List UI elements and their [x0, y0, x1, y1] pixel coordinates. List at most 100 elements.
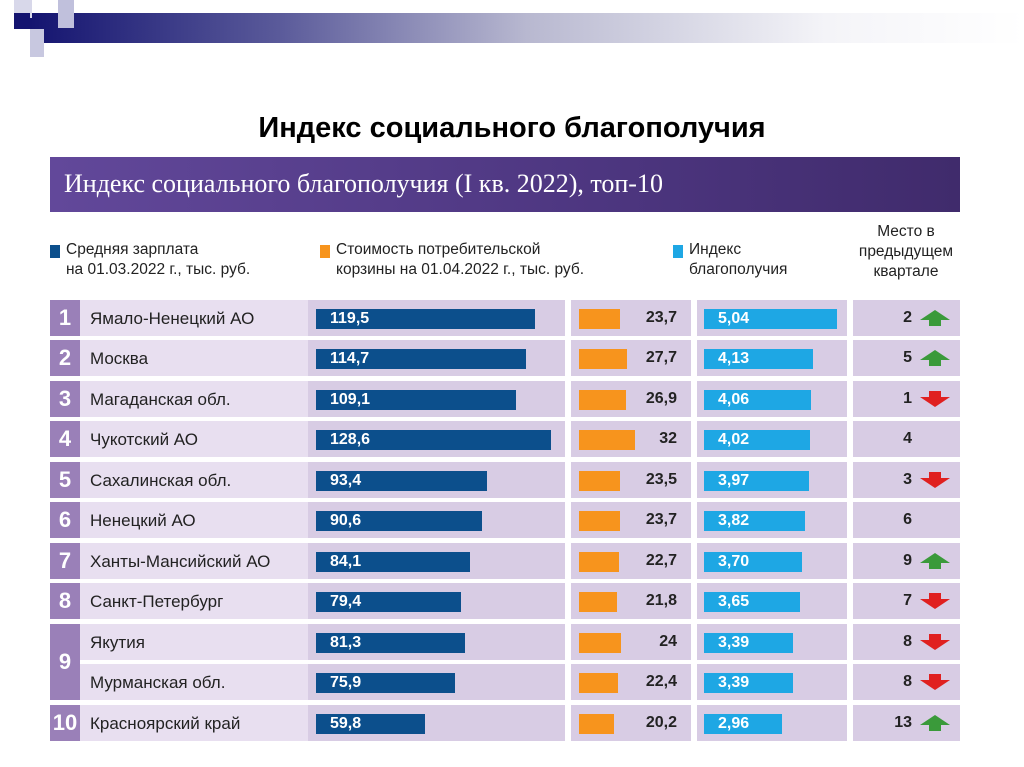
basket-bar — [579, 309, 621, 329]
arrow-up-icon — [920, 350, 950, 366]
rank-badge: 8 — [50, 583, 80, 619]
index-bar: 2,96 — [704, 714, 783, 734]
index-bar: 3,82 — [704, 511, 805, 531]
slide-header-decoration — [30, 13, 1024, 43]
rank-badge: 5 — [50, 462, 80, 498]
region-name: Мурманская обл. — [80, 664, 308, 700]
basket-cell: 23,5 — [571, 462, 691, 498]
basket-value: 20,2 — [645, 714, 677, 731]
legend-basket: Стоимость потребительской корзины на 01.… — [320, 240, 584, 280]
basket-value: 22,7 — [645, 552, 677, 569]
decor-square — [58, 0, 74, 28]
index-cell: 3,65 — [697, 583, 847, 619]
region-name: Ненецкий АО — [80, 502, 308, 538]
index-bar: 5,04 — [704, 309, 838, 329]
salary-cell: 84,1 — [308, 543, 565, 579]
legend-index: Индекс благополучия — [673, 240, 787, 280]
rank-badge: 10 — [50, 705, 80, 741]
salary-bar: 114,7 — [316, 349, 526, 369]
table-row: 5 Сахалинская обл. 93,4 23,5 3,97 3 — [50, 462, 960, 498]
prev-place-value: 8 — [903, 673, 912, 690]
basket-value: 21,8 — [645, 592, 677, 609]
table-row: 8 Санкт-Петербург 79,4 21,8 3,65 7 — [50, 583, 960, 619]
index-bar: 3,65 — [704, 592, 801, 612]
prev-place-cell: 1 — [853, 381, 960, 417]
prev-place-value: 2 — [903, 309, 912, 326]
salary-bar: 79,4 — [316, 592, 462, 612]
region-name: Якутия — [80, 624, 308, 660]
basket-bar — [579, 592, 618, 612]
basket-value: 22,4 — [645, 673, 677, 690]
arrow-down-icon — [920, 472, 950, 488]
region-name: Санкт-Петербург — [80, 583, 308, 619]
basket-value: 32 — [659, 430, 677, 447]
index-cell: 3,82 — [697, 502, 847, 538]
basket-cell: 24 — [571, 624, 691, 660]
arrow-down-icon — [920, 391, 950, 407]
table-row: 6 Ненецкий АО 90,6 23,7 3,82 6 — [50, 502, 960, 538]
basket-cell: 22,4 — [571, 664, 691, 700]
prev-place-value: 5 — [903, 349, 912, 366]
index-bar: 4,13 — [704, 349, 814, 369]
basket-bar — [579, 633, 621, 653]
salary-cell: 59,8 — [308, 705, 565, 741]
basket-bar — [579, 714, 615, 734]
legend-prev-place: Место в предыдущем квартале — [858, 223, 954, 280]
rank-badge: 4 — [50, 421, 80, 457]
salary-cell: 79,4 — [308, 583, 565, 619]
index-cell: 3,70 — [697, 543, 847, 579]
region-name: Магаданская обл. — [80, 381, 308, 417]
basket-cell: 26,9 — [571, 381, 691, 417]
region-name: Сахалинская обл. — [80, 462, 308, 498]
basket-value: 23,7 — [645, 309, 677, 326]
salary-cell: 75,9 — [308, 664, 565, 700]
region-name: Чукотский АО — [80, 421, 308, 457]
decor-square — [14, 13, 30, 29]
basket-bar — [579, 471, 621, 491]
arrow-up-icon — [920, 715, 950, 731]
prev-place-cell: 8 — [853, 664, 960, 700]
prev-place-cell: 13 — [853, 705, 960, 741]
basket-cell: 32 — [571, 421, 691, 457]
prev-place-value: 7 — [903, 592, 912, 609]
table-row: 3 Магаданская обл. 109,1 26,9 4,06 1 — [50, 381, 960, 417]
salary-bar: 84,1 — [316, 552, 470, 572]
salary-bar: 75,9 — [316, 673, 455, 693]
basket-cell: 23,7 — [571, 300, 691, 336]
arrow-down-icon — [920, 634, 950, 650]
salary-cell: 114,7 — [308, 340, 565, 376]
index-bar: 3,39 — [704, 673, 794, 693]
table-row: 4 Чукотский АО 128,6 32 4,02 4 — [50, 421, 960, 457]
index-bar: 4,02 — [704, 430, 811, 450]
region-name: Красноярский край — [80, 705, 308, 741]
basket-bar — [579, 430, 635, 450]
region-name: Ханты-Мансийский АО — [80, 543, 308, 579]
prev-place-value: 3 — [903, 471, 912, 488]
salary-bar: 128,6 — [316, 430, 552, 450]
index-cell: 5,04 — [697, 300, 847, 336]
salary-cell: 109,1 — [308, 381, 565, 417]
index-cell: 4,02 — [697, 421, 847, 457]
basket-value: 26,9 — [645, 390, 677, 407]
basket-bar — [579, 673, 619, 693]
basket-cell: 21,8 — [571, 583, 691, 619]
basket-cell: 23,7 — [571, 502, 691, 538]
salary-bar: 59,8 — [316, 714, 426, 734]
region-name: Москва — [80, 340, 308, 376]
basket-value: 24 — [659, 633, 677, 650]
index-cell: 4,13 — [697, 340, 847, 376]
index-bar: 3,97 — [704, 471, 809, 491]
rank-badge: 2 — [50, 340, 80, 376]
basket-bar — [579, 390, 627, 410]
prev-place-cell: 3 — [853, 462, 960, 498]
prev-place-cell: 7 — [853, 583, 960, 619]
table-row: 2 Москва 114,7 27,7 4,13 5 — [50, 340, 960, 376]
decor-square — [30, 29, 44, 57]
salary-cell: 90,6 — [308, 502, 565, 538]
prev-place-value: 8 — [903, 633, 912, 650]
index-cell: 3,39 — [697, 664, 847, 700]
arrow-up-icon — [920, 553, 950, 569]
index-bar: 4,06 — [704, 390, 812, 410]
prev-place-value: 9 — [903, 552, 912, 569]
index-cell: 3,97 — [697, 462, 847, 498]
